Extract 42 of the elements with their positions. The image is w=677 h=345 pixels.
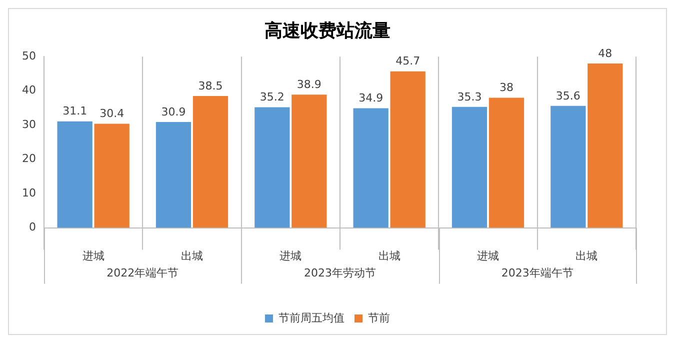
y-tick-label: 30: [22, 118, 36, 131]
x-tick-label: 进城: [477, 249, 499, 262]
y-tick-label: 20: [22, 152, 36, 166]
data-label: 31.1: [62, 104, 88, 118]
data-label: 45.7: [396, 54, 420, 68]
bar: [452, 106, 488, 228]
legend-label: 节前周五均值: [278, 311, 344, 324]
text: 2023年劳动节: [304, 266, 376, 280]
y-tick-label: 40: [22, 84, 36, 97]
chart-title: 高速收费站流量: [264, 20, 390, 42]
y-tick-label: 50: [22, 49, 36, 62]
text: 2022年端午节: [106, 266, 179, 280]
data-label: 30.9: [161, 105, 186, 118]
x-tick-label: 出城: [378, 249, 400, 262]
bar: [156, 122, 192, 228]
data-label: 38.9: [296, 78, 322, 91]
bar: [192, 96, 228, 228]
data-label: 48: [598, 46, 612, 60]
bar: [94, 124, 130, 228]
x-tick-label: 出城: [181, 249, 203, 262]
bar: [588, 63, 623, 228]
x-tick-label: 进城: [280, 249, 302, 262]
data-label: 35.6: [556, 89, 580, 102]
bar: [254, 107, 290, 228]
data-label: 38: [500, 81, 514, 94]
bar: [57, 121, 92, 228]
data-label: 38.5: [198, 79, 223, 92]
x-tick-label: 出城: [576, 249, 598, 262]
y-tick-label: 0: [28, 220, 36, 234]
y-tick-label: 10: [22, 186, 36, 200]
bar: [353, 108, 388, 228]
data-label: 35.2: [260, 90, 284, 104]
bar: [550, 106, 586, 228]
data-label: 34.9: [358, 92, 384, 105]
data-label: 30.4: [100, 107, 124, 120]
text: 2023年端午节: [501, 266, 574, 280]
x-tick-label: 进城: [82, 249, 104, 262]
bar: [390, 71, 426, 228]
bar: [292, 94, 327, 228]
data-label: 35.3: [457, 90, 482, 104]
bar: [488, 98, 524, 228]
legend-label: 节前: [368, 311, 390, 324]
